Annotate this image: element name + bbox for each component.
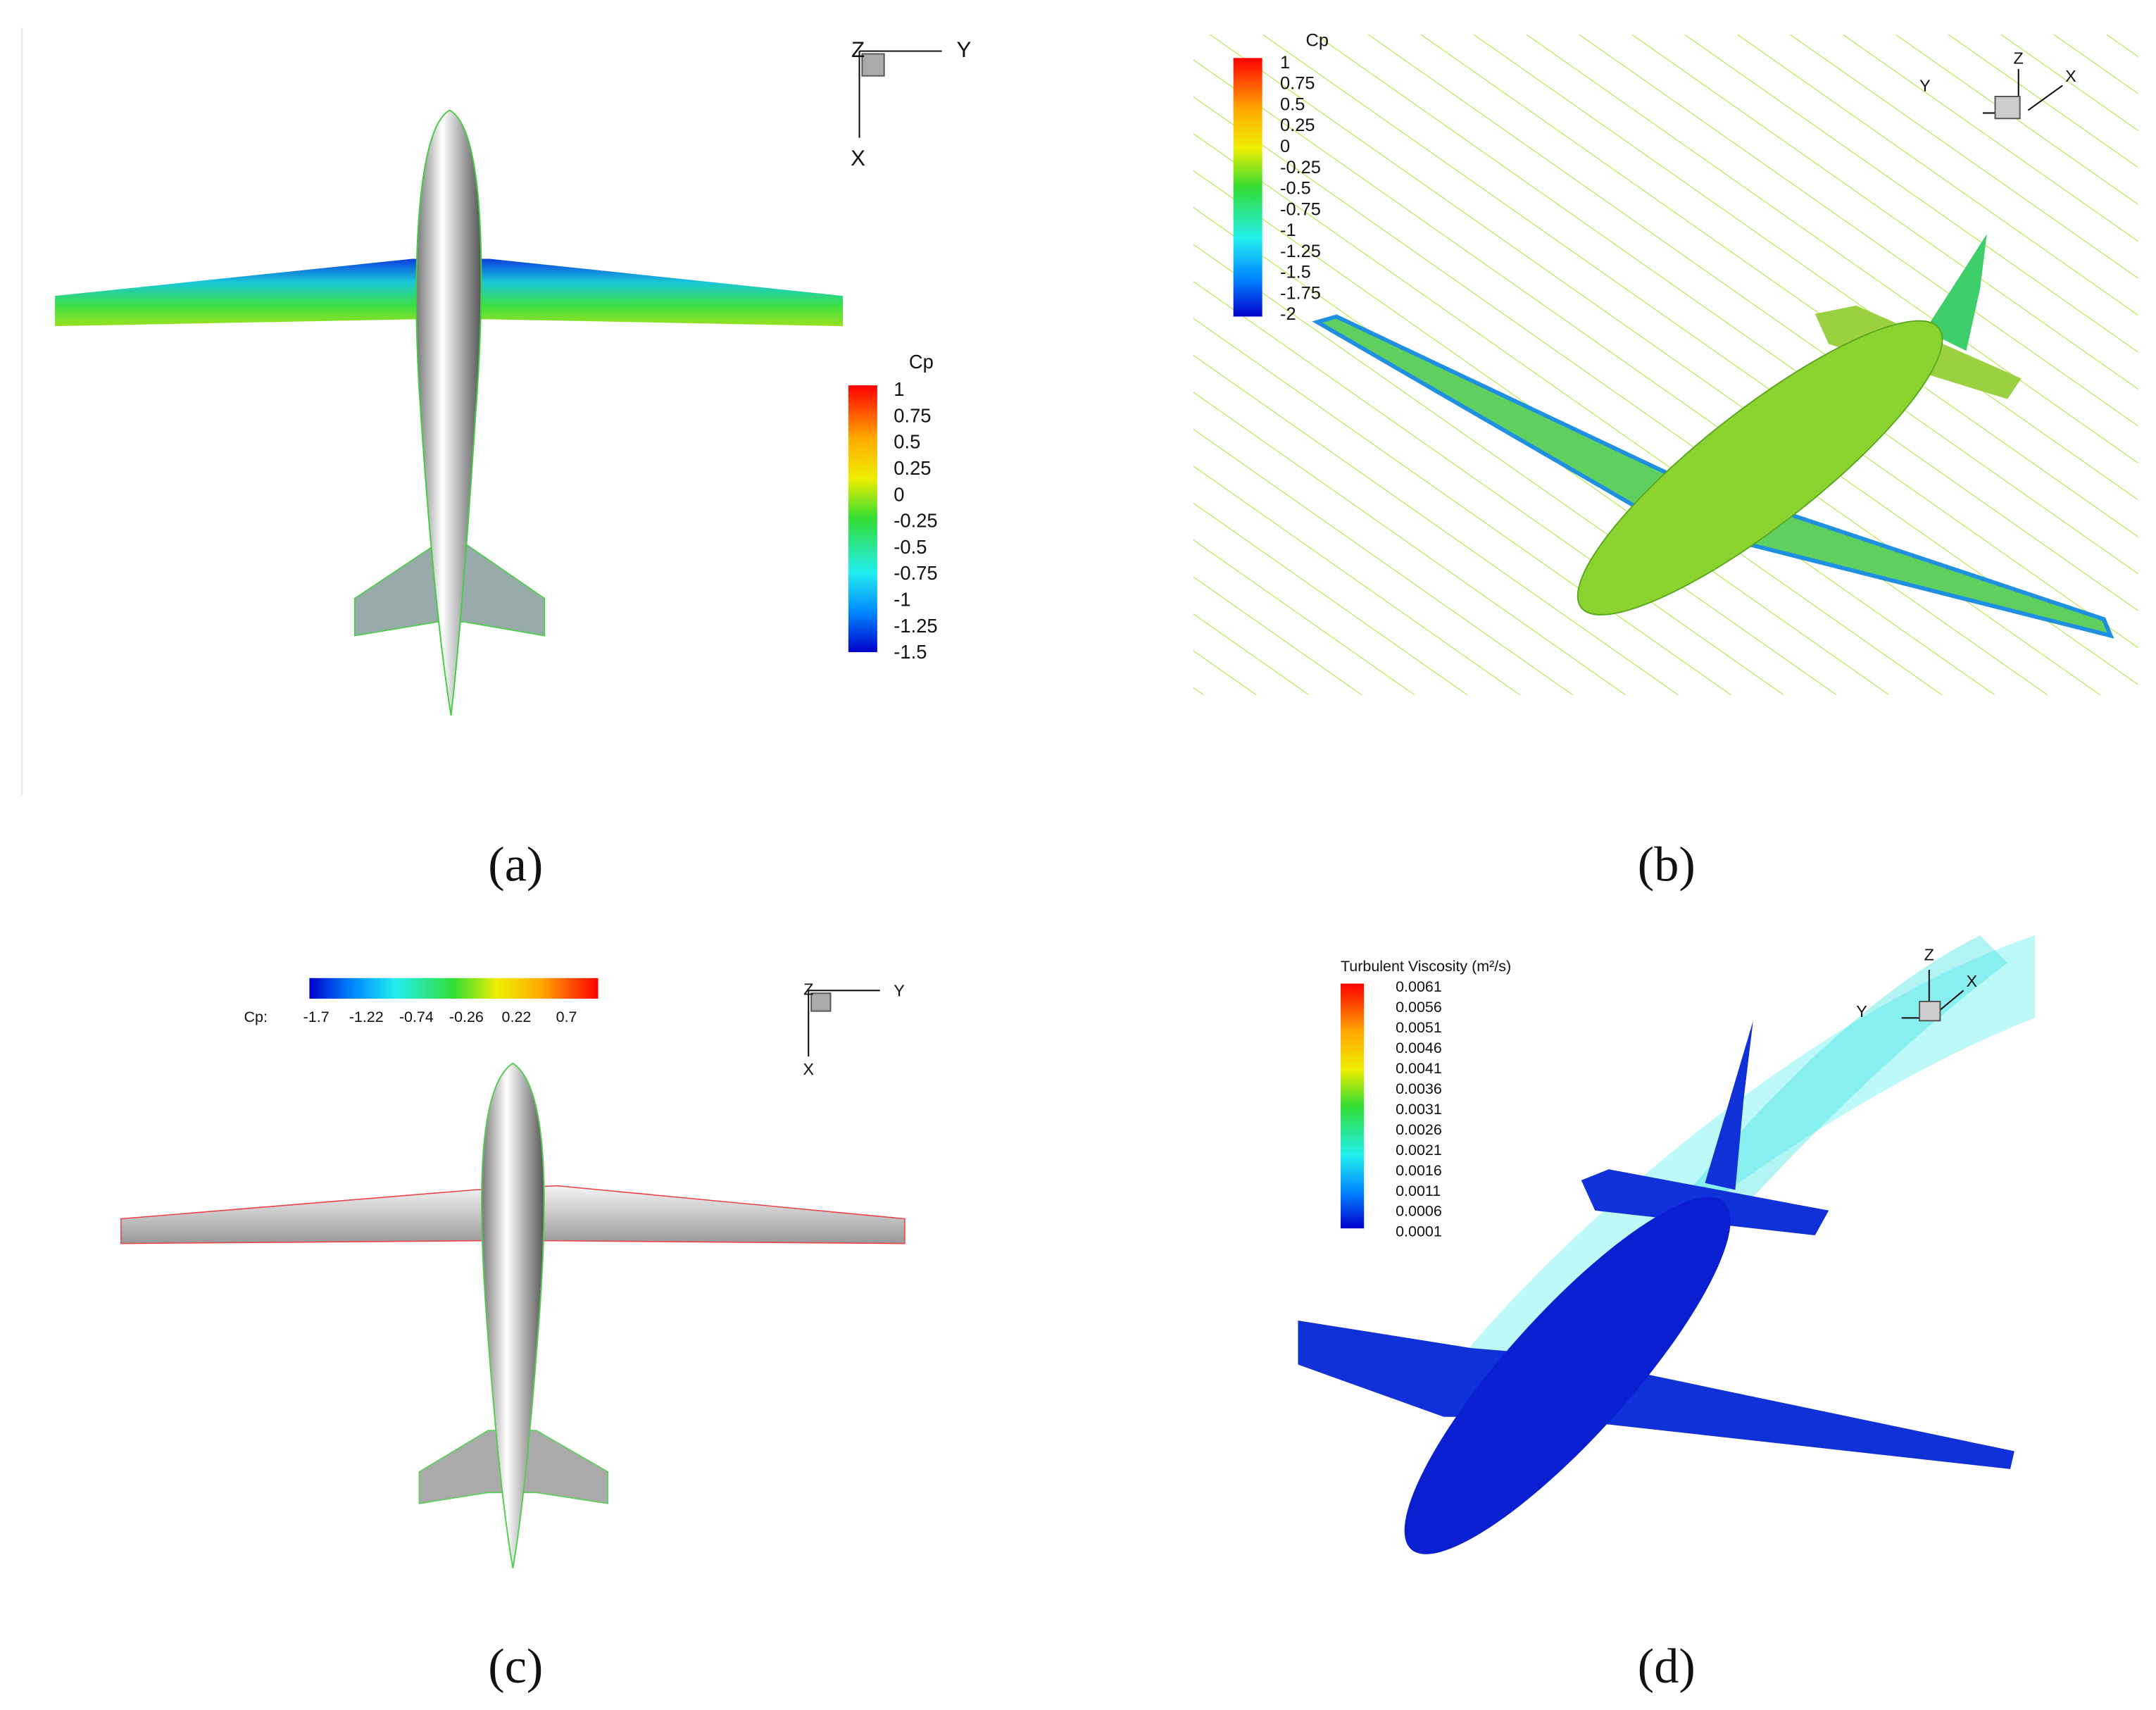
colorbar-tick-label: -1 [894, 589, 910, 611]
colorbar-tick-label: 0.0026 [1396, 1121, 1442, 1138]
axis-label: Y [894, 981, 905, 999]
colorbar-tick-label: 0.25 [1280, 116, 1315, 135]
colorbar-tick-label: -0.75 [894, 562, 937, 584]
colorbar-tick-label: 0.0021 [1396, 1142, 1442, 1159]
panel-label: (b) [1638, 837, 1696, 892]
colorbar-tick-label: 0.0001 [1396, 1223, 1442, 1240]
colorbar-tick-label: -0.75 [1280, 199, 1321, 219]
axis-label: Z [2014, 49, 2024, 67]
colorbar [1340, 983, 1365, 1229]
colorbar-tick-label: 0.0016 [1396, 1162, 1442, 1179]
colorbar-tick-label: 0.25 [894, 457, 931, 479]
axis-label: X [851, 146, 865, 170]
colorbar-tick-label: -0.26 [449, 1009, 484, 1025]
colorbar-tick-label: -1.75 [1280, 283, 1321, 303]
colorbar-title: Cp [909, 351, 934, 373]
colorbar-tick-label: -0.5 [894, 536, 927, 558]
colorbar-tick-label: -2 [1280, 304, 1296, 324]
colorbar-tick-label: 0.0041 [1396, 1060, 1442, 1077]
colorbar-tick-label: 0.7 [556, 1009, 577, 1025]
colorbar-tick-label: 1 [1280, 53, 1290, 73]
colorbar [309, 978, 598, 999]
colorbar [1233, 58, 1262, 317]
colorbar-tick-label: 0.0031 [1396, 1101, 1442, 1118]
colorbar-tick-label: 0.0011 [1396, 1182, 1441, 1199]
colorbar [848, 385, 877, 652]
axis-box [861, 53, 885, 77]
colorbar-tick-label: -1.22 [349, 1009, 384, 1025]
colorbar-tick-label: 0.5 [894, 431, 920, 453]
colorbar-tick-label: -0.25 [894, 510, 937, 532]
axis-label: Z [851, 37, 865, 62]
axis-box [810, 992, 832, 1012]
colorbar-tick-label: 1 [894, 378, 904, 400]
axis-label: Z [1924, 946, 1934, 964]
aircraft-a [55, 109, 844, 716]
colorbar-tick-label: 0.0051 [1396, 1019, 1442, 1036]
colorbar-tick-label: -1.7 [303, 1009, 330, 1025]
axis-label: X [803, 1060, 814, 1078]
axis-label: X [1967, 972, 1978, 990]
axis-label: Z [803, 980, 813, 999]
aircraft-c [120, 1062, 905, 1568]
panel-label: (d) [1638, 1639, 1696, 1694]
colorbar-tick-label: 0.75 [894, 404, 931, 426]
colorbar-tick-label: -0.5 [1280, 179, 1311, 199]
colorbar-tick-label: 0.0061 [1396, 978, 1442, 995]
axis-label: Y [1919, 77, 1931, 95]
axis-line [1938, 990, 1964, 1012]
axis-line [2027, 85, 2063, 111]
colorbar-tick-label: 0.22 [502, 1009, 532, 1025]
colorbar-title: Cp: [244, 1009, 268, 1025]
colorbar-tick-label: 0.0046 [1396, 1040, 1442, 1056]
colorbar-tick-label: -0.25 [1280, 158, 1321, 177]
colorbar-tick-label: -0.74 [399, 1009, 434, 1025]
colorbar-tick-label: -1.25 [1280, 242, 1321, 261]
colorbar-tick-label: 0 [1280, 137, 1290, 156]
colorbar-tick-label: 0.5 [1280, 94, 1305, 114]
colorbar-tick-label: 0.0056 [1396, 999, 1442, 1016]
aircraft-b [1312, 234, 2114, 639]
axis-label: X [2065, 67, 2076, 85]
colorbar-tick-label: 0.0036 [1396, 1080, 1442, 1097]
panel-label: (a) [488, 837, 543, 892]
axis-label: Y [956, 37, 971, 62]
colorbar-tick-label: 0.75 [1280, 74, 1315, 94]
axis-box [1994, 96, 2021, 120]
axis-box [1919, 1000, 1941, 1022]
colorbar-tick-label: 0.0006 [1396, 1203, 1442, 1220]
panel-label: (c) [488, 1639, 543, 1694]
colorbar-tick-label: -1 [1280, 220, 1296, 240]
colorbar-title: Cp [1306, 31, 1329, 51]
colorbar-tick-label: -1.5 [894, 641, 927, 663]
axis-label: Y [1856, 1002, 1867, 1021]
colorbar-tick-label: -1.5 [1280, 263, 1311, 282]
colorbar-title: Turbulent Viscosity (m²/s) [1341, 958, 1511, 975]
colorbar-tick-label: -1.25 [894, 615, 937, 637]
colorbar-tick-label: 0 [894, 483, 904, 505]
